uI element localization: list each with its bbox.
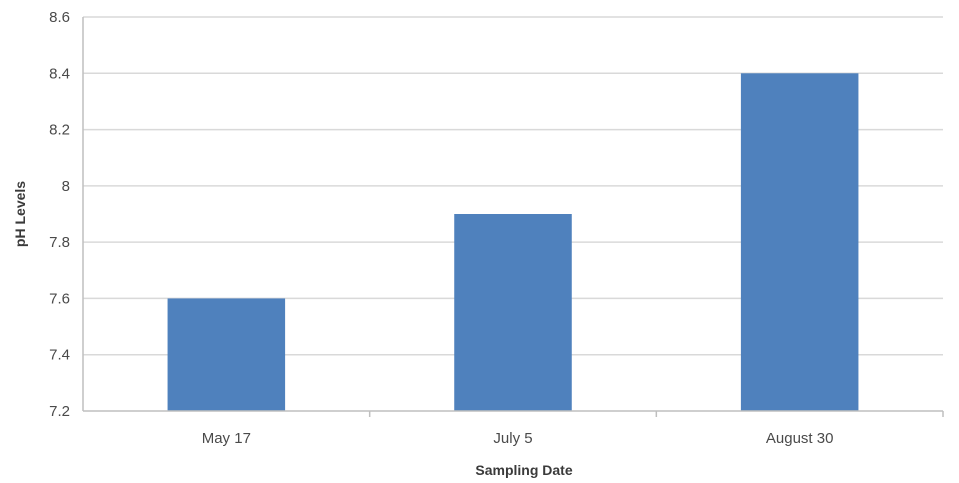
x-tick-label: May 17 [202,430,251,447]
y-tick-label: 8.4 [49,65,70,82]
y-tick-label: 7.4 [49,347,70,364]
bar-august-30 [740,73,859,412]
x-tick-labels: May 17 July 5 August 30 [202,430,834,447]
bars [167,73,859,412]
y-axis-title: pH Levels [12,181,28,247]
y-tick-label: 7.8 [49,234,70,251]
x-axis-title: Sampling Date [475,462,572,478]
y-tick-label: 8.2 [49,122,70,139]
x-tick-label: July 5 [493,430,532,447]
y-tick-label: 7.2 [49,403,70,420]
y-tick-label: 7.6 [49,290,70,307]
x-tick-label: August 30 [766,430,834,447]
y-tick-label: 8.6 [49,9,70,26]
bar-may-17 [167,298,286,411]
bar-july-5 [454,214,572,411]
axes [82,17,944,417]
y-tick-labels: 7.2 7.4 7.6 7.8 8 8.2 8.4 8.6 [49,9,70,420]
y-tick-label: 8 [62,178,70,195]
